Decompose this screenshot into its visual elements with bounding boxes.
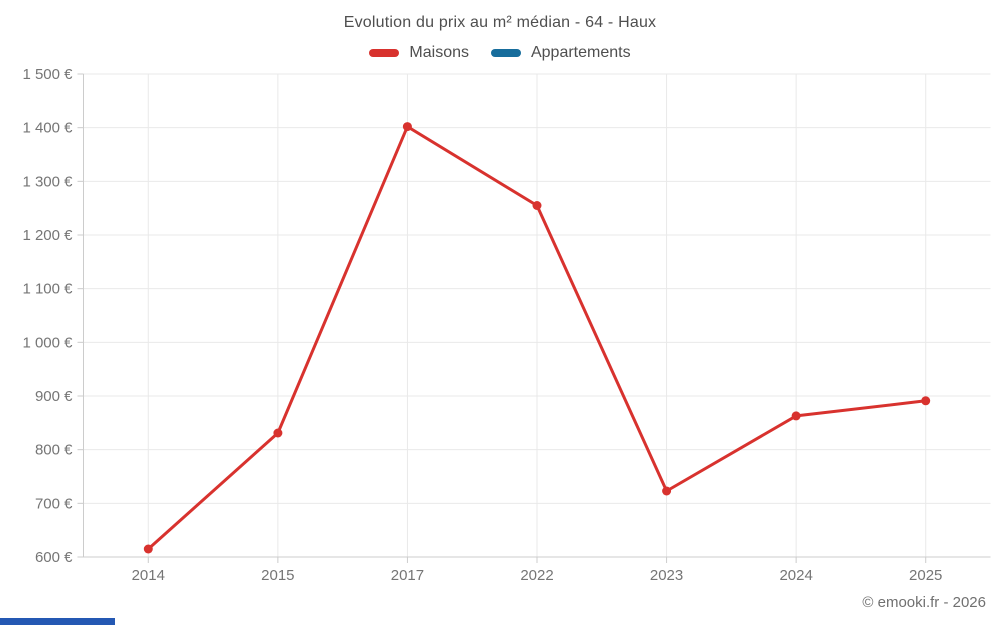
- legend-item-appartements[interactable]: Appartements: [490, 44, 631, 62]
- data-point-maisons-2017[interactable]: [402, 122, 412, 132]
- x-axis-label: 2017: [391, 567, 424, 584]
- data-point-maisons-2023[interactable]: [662, 486, 672, 496]
- x-axis-label: 2015: [261, 567, 294, 584]
- y-axis-label: 700 €: [35, 495, 73, 512]
- x-axis-label: 2024: [779, 567, 812, 584]
- y-axis-label: 1 100 €: [22, 281, 73, 298]
- y-axis-label: 600 €: [35, 549, 73, 566]
- y-axis-label: 1 500 €: [22, 66, 73, 83]
- x-axis-label: 2014: [132, 567, 165, 584]
- x-axis-label: 2022: [520, 567, 553, 584]
- x-axis-label: 2023: [650, 567, 683, 584]
- legend-item-maisons[interactable]: Maisons: [369, 44, 469, 62]
- data-point-maisons-2024[interactable]: [791, 411, 801, 421]
- chart-title: Evolution du prix au m² médian - 64 - Ha…: [343, 14, 657, 31]
- data-point-maisons-2014[interactable]: [143, 544, 153, 554]
- bottom-left-blue-bar: [0, 618, 115, 625]
- y-axis-label: 1 300 €: [22, 173, 73, 190]
- y-axis-label: 900 €: [35, 388, 73, 405]
- data-point-maisons-2025[interactable]: [921, 396, 931, 406]
- legend-label: Appartements: [530, 44, 631, 61]
- legend-label: Maisons: [409, 44, 469, 61]
- legend-swatch-appartements: [490, 49, 521, 57]
- y-axis-label: 1 000 €: [22, 334, 73, 351]
- legend-swatch-maisons: [369, 49, 400, 57]
- data-point-maisons-2022[interactable]: [532, 201, 542, 210]
- chart-legend: Maisons Appartements: [0, 44, 1000, 62]
- x-axis-label: 2025: [909, 567, 942, 584]
- y-axis-label: 1 200 €: [22, 227, 73, 244]
- attribution: © emooki.fr - 2026: [862, 594, 986, 611]
- y-axis-label: 800 €: [35, 442, 73, 459]
- data-point-maisons-2015[interactable]: [273, 428, 283, 438]
- y-axis-label: 1 400 €: [22, 120, 73, 137]
